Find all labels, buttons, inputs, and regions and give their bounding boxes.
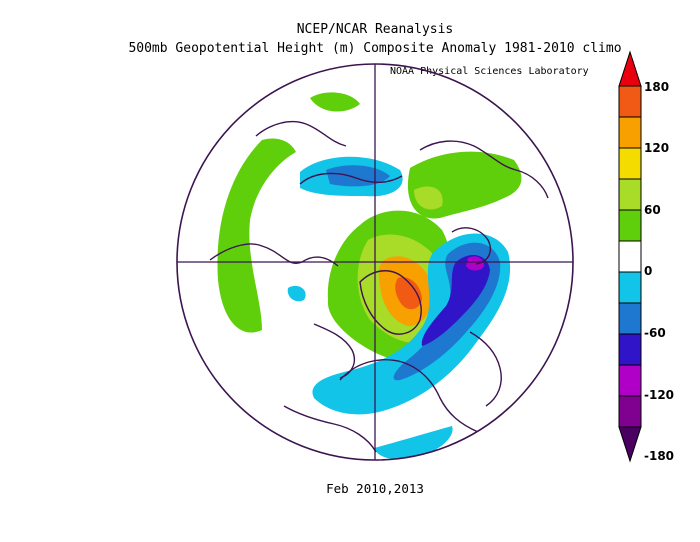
credit-label: NOAA Physical Sciences Laboratory bbox=[390, 66, 589, 77]
map-boundary-circle bbox=[176, 63, 574, 461]
colorbar-segment-m120-m150 bbox=[618, 364, 642, 397]
anomaly-pos-60-band-pacific bbox=[217, 138, 296, 333]
anomaly-neg-120-atlantic bbox=[466, 256, 484, 271]
colorbar-segment-30-60 bbox=[618, 209, 642, 242]
colorbar-segment-m90-m120 bbox=[618, 333, 642, 366]
period-caption: Feb 2010,2013 bbox=[326, 481, 424, 496]
colorbar-segment-60-90 bbox=[618, 178, 642, 211]
anomaly-pos-90-europe bbox=[414, 186, 443, 210]
anomaly-neg-30-eurasia-arc bbox=[374, 426, 453, 460]
colorbar-segment-90-120 bbox=[618, 147, 642, 180]
plot-title-line2: 500mb Geopotential Height (m) Composite … bbox=[128, 41, 622, 56]
colorbar-segment-150-180 bbox=[618, 85, 642, 118]
colorbar-tick-label-120: 120 bbox=[644, 141, 670, 155]
colorbar-segment-gt180 bbox=[618, 50, 642, 87]
anomaly-pos-150 bbox=[395, 277, 422, 310]
colorbar-segment-m30-m60 bbox=[618, 271, 642, 304]
colorbar-segment-m60-m90 bbox=[618, 302, 642, 335]
colorbar-tick-label-minus-60: -60 bbox=[644, 326, 666, 340]
colorbar-tick-label-minus-120: -120 bbox=[644, 388, 675, 402]
colorbar-segment-neutral bbox=[618, 240, 642, 273]
anomaly-neg-30-small-pacific bbox=[287, 285, 306, 302]
colorbar-segment-lt-m180 bbox=[618, 426, 642, 463]
anomaly-pos-60-small-north bbox=[310, 92, 360, 112]
colorbar-segment-120-150 bbox=[618, 116, 642, 149]
colorbar-tick-label-60: 60 bbox=[644, 203, 661, 217]
anomaly-neg-90-atlantic bbox=[421, 255, 490, 346]
anomaly-pos-60-europe bbox=[407, 151, 522, 219]
colorbar-segment-m150-m180 bbox=[618, 395, 642, 428]
plot-title-line1: NCEP/NCAR Reanalysis bbox=[296, 22, 454, 37]
anomaly-neg-60-north-pacific bbox=[326, 165, 390, 187]
colorbar-tick-label-minus-180: -180 bbox=[644, 449, 675, 463]
colorbar-tick-label-180: 180 bbox=[644, 80, 670, 94]
colorbar-tick-label-0: 0 bbox=[644, 264, 653, 278]
color-scale-bar bbox=[618, 50, 642, 463]
